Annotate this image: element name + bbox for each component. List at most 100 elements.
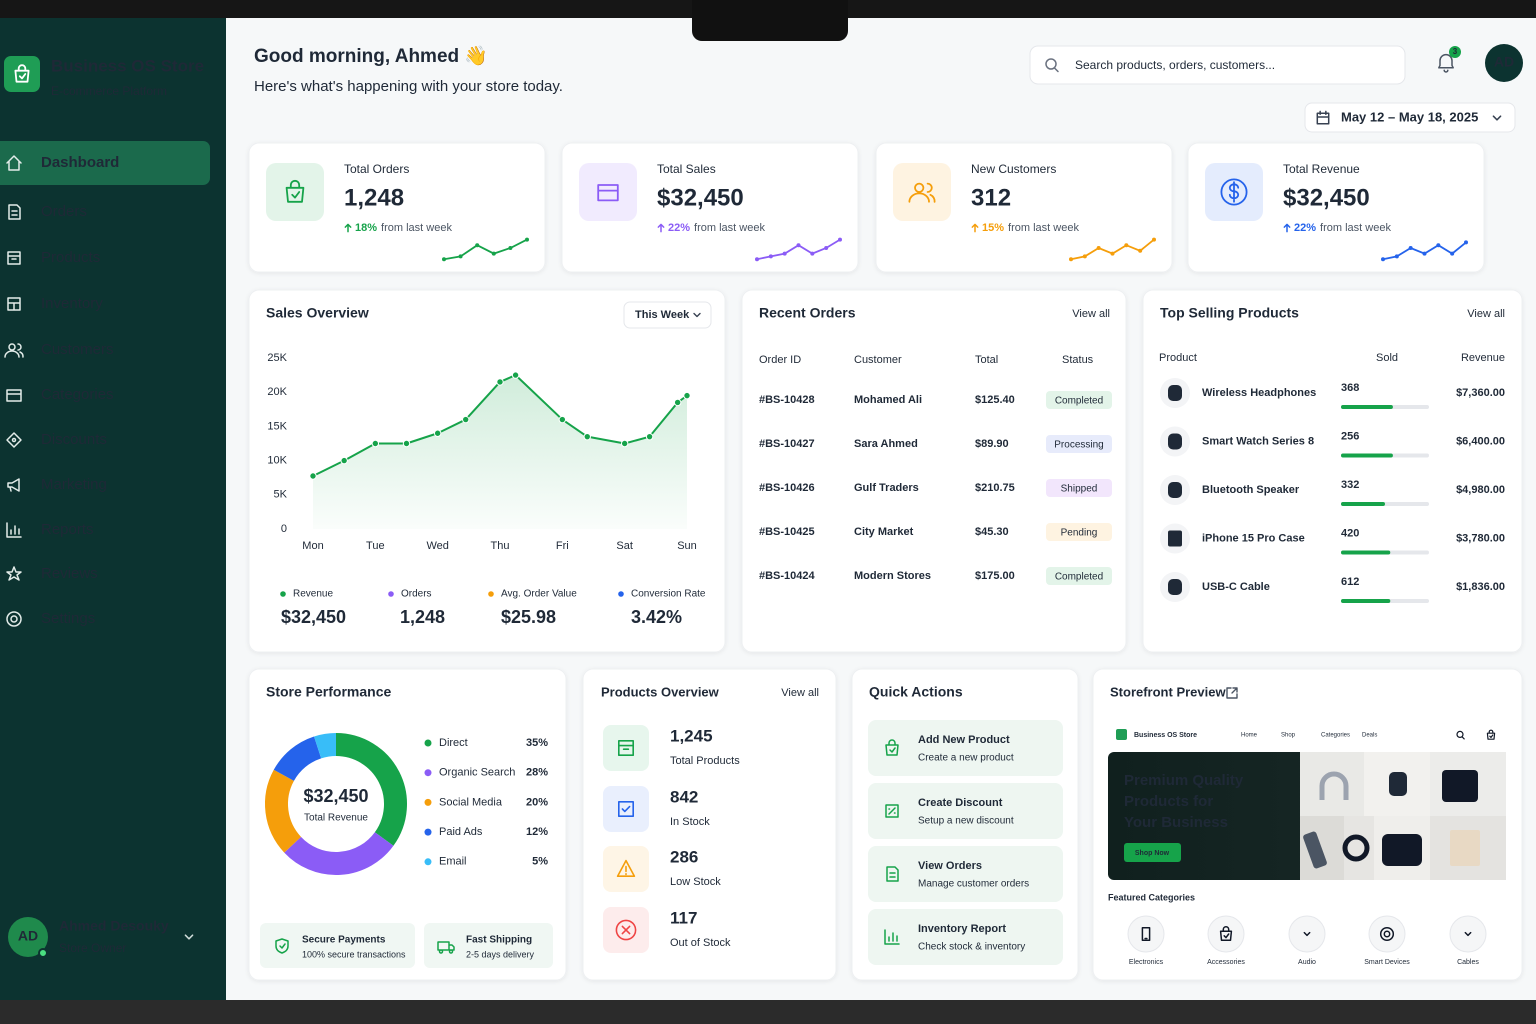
kpi-change-percent: 22% [1294, 222, 1316, 234]
badge-title: Secure Payments [302, 935, 386, 946]
header-avatar-initials: AD [1494, 54, 1514, 70]
donut-segment [265, 769, 302, 853]
period-dropdown[interactable] [623, 301, 712, 329]
category-icon [1464, 931, 1472, 937]
mini-nav-item: Home [1241, 733, 1258, 739]
order-id[interactable]: #BS-10427 [759, 438, 815, 450]
legend-dot [424, 828, 432, 836]
legend-label: Direct [439, 737, 468, 749]
kpi-change-arrow [344, 223, 352, 233]
sparkline-point [1124, 243, 1129, 248]
nav-item[interactable] [0, 510, 210, 550]
legend-dot [424, 769, 432, 777]
legend-value: 20% [526, 796, 548, 808]
overview-icon [616, 859, 636, 877]
progress-bar [1341, 599, 1391, 603]
date-chevron [1492, 115, 1502, 121]
card-title: Products Overview [601, 684, 720, 699]
kpi-icon [285, 179, 305, 203]
quick-action[interactable] [868, 720, 1063, 776]
kpi-change-text: from last week [381, 222, 452, 234]
nav-item[interactable] [0, 599, 210, 639]
view-all-link[interactable]: View all [1467, 308, 1505, 320]
nav-item[interactable] [0, 554, 210, 594]
quick-action[interactable] [868, 783, 1063, 839]
sparkline-point [475, 243, 480, 248]
sales-point [309, 472, 317, 480]
product-sold: 256 [1341, 430, 1359, 442]
donut-center-value: $32,450 [303, 786, 368, 806]
view-all-link[interactable]: View all [781, 687, 819, 699]
status-pill [1046, 435, 1112, 453]
stat-value: 1,248 [400, 607, 445, 627]
order-status: Completed [1055, 396, 1103, 407]
x-tick-label: Sat [616, 540, 633, 552]
badge [424, 923, 553, 968]
category-circle[interactable] [1127, 915, 1165, 953]
quick-action-subtitle: Create a new product [918, 753, 1014, 764]
sales-line [312, 374, 688, 477]
kpi-icon [597, 184, 619, 202]
view-all-link[interactable]: View all [1072, 308, 1110, 320]
order-total: $45.30 [975, 526, 1009, 538]
order-id[interactable]: #BS-10426 [759, 482, 815, 494]
column-header: Customer [854, 354, 902, 366]
sales-point [340, 456, 348, 465]
hero-product-tile [1300, 752, 1364, 816]
overview-icon [618, 801, 634, 817]
nav-item[interactable] [0, 192, 210, 232]
sales-point [583, 432, 591, 441]
search-box[interactable] [1029, 45, 1406, 85]
stat-dot [280, 591, 286, 597]
order-customer: City Market [854, 526, 914, 538]
nav-icon [6, 611, 22, 627]
quick-action-icon [884, 929, 900, 945]
order-id[interactable]: #BS-10424 [759, 570, 816, 582]
kpi-change-percent: 22% [668, 222, 690, 234]
category-circle[interactable] [1449, 915, 1487, 953]
sparkline-point [1138, 248, 1143, 253]
nav-icon [6, 566, 22, 581]
date-picker[interactable] [1304, 102, 1516, 133]
overview-icon [618, 740, 634, 756]
hero-button-label: Shop Now [1135, 850, 1170, 857]
category-circle[interactable] [1207, 915, 1245, 953]
quick-action[interactable] [868, 909, 1063, 965]
stat-value: 3.42% [631, 607, 682, 627]
sales-area [313, 375, 687, 529]
nav-item[interactable] [0, 238, 210, 278]
sales-point [371, 439, 380, 448]
donut-center-label: Total Revenue [304, 813, 368, 824]
overview-value: 1,245 [670, 726, 713, 745]
hero-product [1442, 770, 1478, 802]
kpi-icon-bg [579, 163, 637, 221]
legend-value: 35% [526, 737, 548, 749]
column-header: Status [1062, 354, 1094, 366]
category-circle[interactable] [1288, 915, 1326, 953]
nav-icon [7, 297, 21, 311]
badge-icon [275, 938, 289, 954]
hero-button[interactable] [1124, 843, 1181, 862]
quick-action[interactable] [868, 846, 1063, 902]
nav-item[interactable] [0, 284, 210, 324]
order-id[interactable]: #BS-10428 [759, 394, 815, 406]
sparkline-point [768, 254, 773, 259]
hero-product [1382, 834, 1422, 866]
mini-nav-item: Categories [1321, 733, 1350, 739]
product-sold: 612 [1341, 576, 1359, 588]
kpi-value: $32,450 [657, 184, 744, 211]
kpi-change: 22% from last week [1294, 222, 1391, 234]
order-id[interactable]: #BS-10425 [759, 526, 815, 538]
notifications-button[interactable] [1438, 53, 1454, 73]
kpi-icon-bg [266, 163, 324, 221]
quick-action-title: View Orders [918, 860, 982, 872]
header-avatar[interactable] [1485, 44, 1523, 82]
overview-label: Total Products [670, 755, 740, 767]
hero-product-tile [1300, 816, 1344, 880]
category-circle[interactable] [1368, 915, 1406, 953]
kpi-change-arrow [1283, 223, 1291, 233]
order-status: Shipped [1061, 484, 1098, 495]
search-icon [1045, 58, 1059, 73]
product-name: USB-C Cable [1202, 581, 1270, 593]
quick-action-subtitle: Check stock & inventory [918, 942, 1025, 953]
